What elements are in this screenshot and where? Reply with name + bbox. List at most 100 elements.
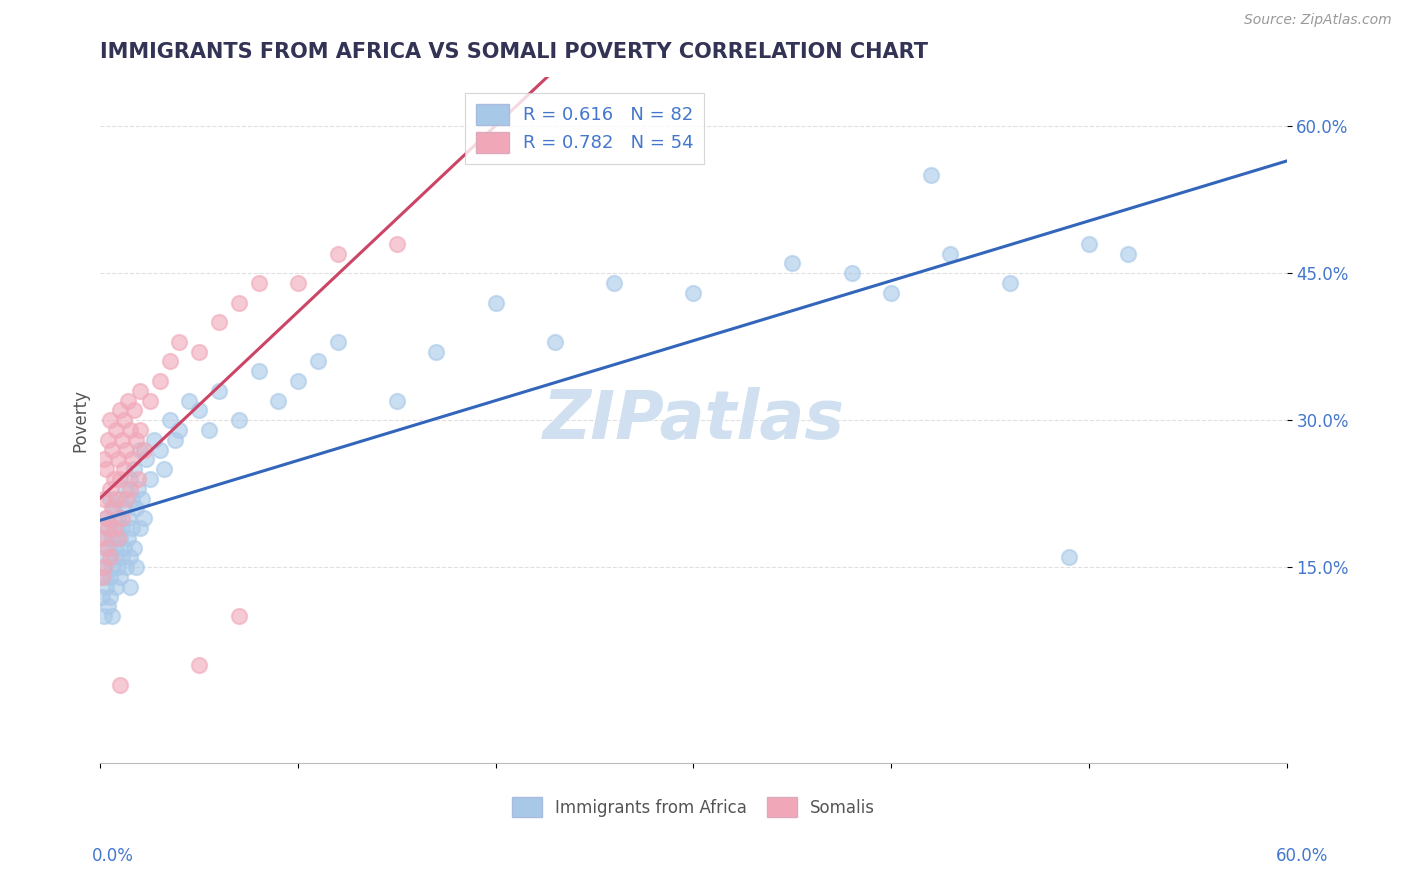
Point — [107, 560, 129, 574]
Point — [93, 570, 115, 584]
Point — [108, 678, 131, 692]
Point — [118, 580, 141, 594]
Point — [91, 531, 114, 545]
Point — [128, 384, 150, 398]
Point — [118, 550, 141, 565]
Point — [169, 334, 191, 349]
Point — [127, 482, 149, 496]
Point — [118, 472, 141, 486]
Text: Source: ZipAtlas.com: Source: ZipAtlas.com — [1244, 13, 1392, 28]
Point — [118, 482, 141, 496]
Point — [98, 550, 121, 565]
Point — [96, 462, 118, 476]
Point — [152, 462, 174, 476]
Point — [682, 285, 704, 300]
Point — [122, 462, 145, 476]
Point — [169, 423, 191, 437]
Point — [247, 364, 270, 378]
Point — [1077, 236, 1099, 251]
Point — [91, 560, 114, 574]
Point — [149, 374, 172, 388]
Point — [326, 334, 349, 349]
Point — [97, 599, 120, 614]
Point — [326, 246, 349, 260]
Point — [132, 442, 155, 457]
Point — [108, 403, 131, 417]
Point — [107, 452, 129, 467]
Point — [998, 276, 1021, 290]
Point — [287, 276, 309, 290]
Point — [228, 609, 250, 624]
Point — [115, 560, 138, 574]
Point — [107, 511, 129, 525]
Point — [179, 393, 201, 408]
Point — [112, 541, 135, 555]
Point — [96, 550, 118, 565]
Point — [108, 472, 131, 486]
Point — [97, 433, 120, 447]
Point — [111, 550, 134, 565]
Point — [782, 256, 804, 270]
Text: 0.0%: 0.0% — [91, 847, 134, 864]
Point — [228, 295, 250, 310]
Point — [127, 472, 149, 486]
Point — [267, 393, 290, 408]
Point — [385, 236, 408, 251]
Point — [121, 452, 143, 467]
Point — [96, 541, 118, 555]
Point — [247, 276, 270, 290]
Point — [125, 560, 148, 574]
Point — [108, 531, 131, 545]
Point — [98, 570, 121, 584]
Text: ZIPatlas: ZIPatlas — [543, 387, 845, 453]
Point — [188, 658, 211, 673]
Point — [307, 354, 329, 368]
Point — [97, 541, 120, 555]
Point — [159, 354, 181, 368]
Point — [112, 462, 135, 476]
Point — [111, 521, 134, 535]
Point — [103, 501, 125, 516]
Point — [121, 521, 143, 535]
Point — [135, 452, 157, 467]
Point — [115, 491, 138, 506]
Point — [96, 511, 118, 525]
Point — [112, 413, 135, 427]
Point — [91, 590, 114, 604]
Point — [139, 393, 162, 408]
Point — [96, 580, 118, 594]
Point — [188, 403, 211, 417]
Point — [103, 550, 125, 565]
Point — [128, 521, 150, 535]
Point — [105, 580, 128, 594]
Point — [105, 521, 128, 535]
Point — [108, 570, 131, 584]
Point — [103, 521, 125, 535]
Point — [93, 491, 115, 506]
Point — [159, 413, 181, 427]
Point — [603, 276, 626, 290]
Point — [139, 472, 162, 486]
Point — [101, 560, 124, 574]
Point — [125, 433, 148, 447]
Point — [385, 393, 408, 408]
Point — [117, 511, 139, 525]
Point — [96, 511, 118, 525]
Point — [188, 344, 211, 359]
Point — [93, 609, 115, 624]
Point — [121, 491, 143, 506]
Point — [125, 501, 148, 516]
Point — [98, 590, 121, 604]
Legend: Immigrants from Africa, Somalis: Immigrants from Africa, Somalis — [505, 791, 882, 823]
Point — [115, 482, 138, 496]
Point — [544, 334, 567, 349]
Point — [115, 442, 138, 457]
Point — [101, 609, 124, 624]
Point — [105, 423, 128, 437]
Point — [128, 423, 150, 437]
Point — [98, 413, 121, 427]
Point — [841, 266, 863, 280]
Point — [131, 491, 153, 506]
Point — [107, 531, 129, 545]
Point — [93, 531, 115, 545]
